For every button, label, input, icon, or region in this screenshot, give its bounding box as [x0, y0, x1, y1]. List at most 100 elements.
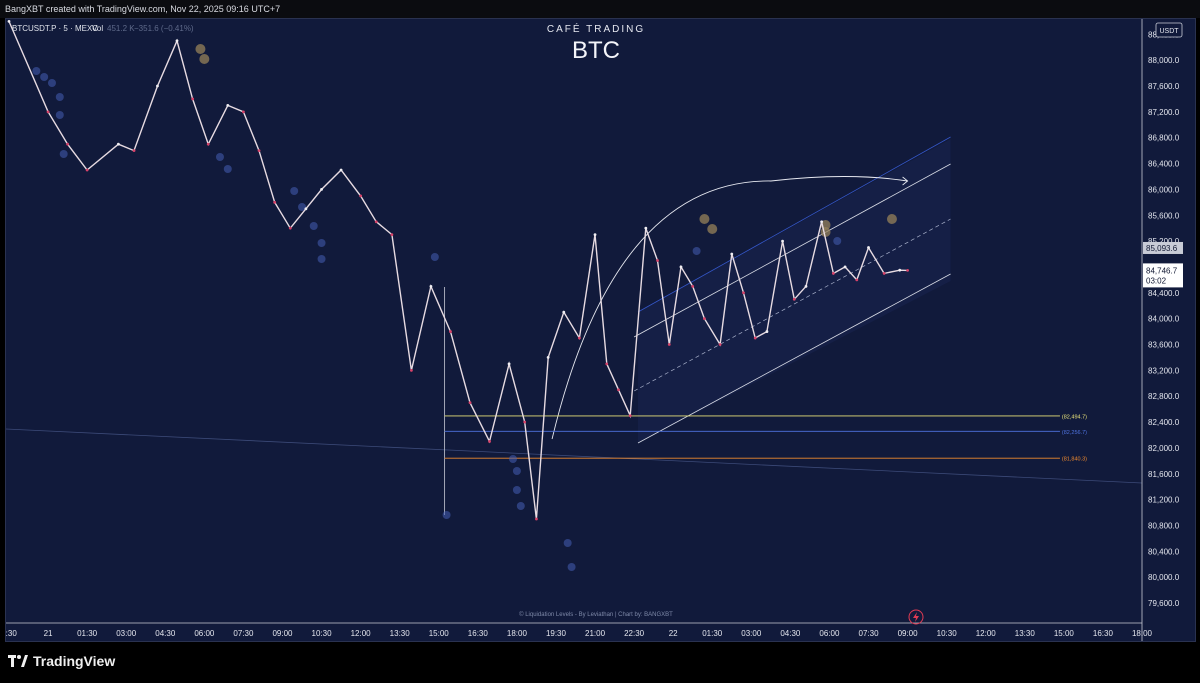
liquidation-dot: [317, 255, 326, 263]
liquidation-dot: [886, 214, 897, 224]
x-tick-label: 19:30: [546, 629, 567, 638]
credit-text: BangXBT created with TradingView.com, No…: [5, 4, 281, 14]
currency-badge[interactable]: USDT: [1155, 22, 1183, 38]
tradingview-icon: [8, 655, 28, 667]
price-point: [781, 239, 784, 243]
last-price-tag: [1143, 241, 1183, 254]
liquidation-dot: [309, 222, 318, 230]
x-tick-label: 03:00: [741, 629, 762, 638]
y-tick-label: 81,200.0: [1148, 496, 1180, 505]
liquidation-dot: [40, 73, 49, 81]
y-tick-label: 86,400.0: [1148, 160, 1180, 169]
last-price-label: 85,093.6: [1146, 244, 1178, 253]
x-tick-label: 01:30: [702, 629, 723, 638]
price-point: [206, 142, 210, 146]
price-point: [288, 226, 292, 230]
top-credit-bar: BangXBT created with TradingView.com, No…: [0, 0, 1200, 18]
price-point: [656, 259, 659, 262]
price-point: [820, 220, 824, 224]
x-tick-label: 06:00: [194, 629, 215, 638]
x-tick-label: 16:30: [468, 629, 489, 638]
liquidation-dot: [516, 502, 525, 510]
current-price-label: 84,746.7: [1146, 266, 1178, 275]
y-tick-label: 84,000.0: [1148, 315, 1180, 324]
chart-title: BTC: [572, 37, 620, 64]
liquidation-dot: [290, 187, 299, 195]
price-chart[interactable]: (82,494.7) (82,256.7) (81,840.3) 79,600.0 8…: [6, 19, 1196, 642]
price-point: [523, 420, 527, 424]
liquidation-dot: [692, 247, 701, 255]
price-point: [410, 368, 413, 372]
x-tick-label: 15:00: [429, 629, 450, 638]
x-tick-label: 16:30: [1093, 629, 1114, 638]
liquidation-dot: [59, 150, 68, 158]
level-label: (81,840.3): [1062, 457, 1087, 463]
x-tick-label: 03:00: [116, 629, 137, 638]
price-point: [843, 265, 847, 269]
price-point: [320, 188, 323, 191]
liquidation-dot: [833, 237, 842, 245]
price-point: [546, 356, 550, 359]
y-tick-label: 85,600.0: [1148, 211, 1180, 220]
price-point: [679, 265, 683, 269]
price-point: [374, 220, 378, 224]
price-point: [718, 343, 722, 346]
liquidation-dot: [199, 54, 210, 64]
lightning-icon[interactable]: [908, 609, 924, 625]
price-point: [429, 284, 433, 288]
y-tick-label: 85,200.0: [1148, 237, 1180, 246]
price-point: [175, 39, 179, 43]
price-point: [359, 194, 363, 198]
brand-watermark: CAFÉ TRADING: [547, 22, 645, 35]
price-point: [855, 278, 859, 282]
y-tick-label: 88,000.0: [1148, 56, 1180, 65]
x-tick-label: 15:00: [1054, 629, 1075, 638]
price-point: [226, 103, 230, 107]
chart-panel[interactable]: (82,494.7) (82,256.7) (81,840.3) 79,600.0 8…: [5, 18, 1196, 642]
liquidation-dot: [442, 511, 451, 519]
price-point: [804, 284, 808, 288]
x-tick-label: 04:30: [780, 629, 801, 638]
y-tick-label: 82,800.0: [1148, 392, 1180, 401]
x-tick-label: 21:00: [585, 629, 606, 638]
x-tick-label: 22: [669, 629, 678, 638]
price-point: [257, 149, 261, 153]
liquidation-dot: [195, 44, 206, 54]
liquidation-dot: [512, 486, 521, 494]
price-point: [578, 336, 581, 340]
y-tick-label: 82,000.0: [1148, 444, 1180, 453]
symbol-legend[interactable]: BTCUSDT.P · 5 · MEXC: [12, 24, 98, 33]
price-point: [156, 84, 159, 88]
price-point: [468, 401, 472, 405]
price-point: [906, 268, 909, 272]
liquidation-dot: [699, 214, 710, 224]
y-tick-label: 86,000.0: [1148, 185, 1180, 194]
price-point: [593, 233, 597, 237]
channel-fill: [638, 139, 951, 443]
indicator-credit: © Liquidation Levels - By Leviathan | Ch…: [519, 611, 673, 618]
footer-brand: TradingView: [33, 653, 116, 669]
x-tick-label: 09:00: [272, 629, 293, 638]
price-point: [617, 388, 620, 392]
y-tick-label: 87,600.0: [1148, 82, 1180, 91]
liquidation-dot: [707, 224, 718, 234]
price-point: [644, 226, 648, 230]
currency-label: USDT: [1159, 28, 1179, 35]
liquidation-dot: [512, 467, 521, 475]
trend-line: [6, 428, 1143, 484]
price-point: [753, 336, 757, 340]
tradingview-logo[interactable]: TradingView: [8, 653, 115, 669]
liquidation-dot: [55, 111, 64, 119]
x-tick-label: 01:30: [77, 629, 98, 638]
x-tick-label: 07:30: [859, 629, 880, 638]
x-tick-label: 18:00: [507, 629, 528, 638]
price-point: [304, 207, 308, 211]
channel-top-line: [633, 163, 951, 338]
price-point: [449, 330, 452, 333]
liquidation-dot: [55, 93, 64, 101]
current-price-tag: [1143, 263, 1183, 288]
liquidation-dot: [563, 539, 572, 547]
price-point: [691, 284, 695, 288]
vol-value: 451.2 K: [107, 24, 135, 33]
liquidation-dot: [508, 455, 517, 463]
